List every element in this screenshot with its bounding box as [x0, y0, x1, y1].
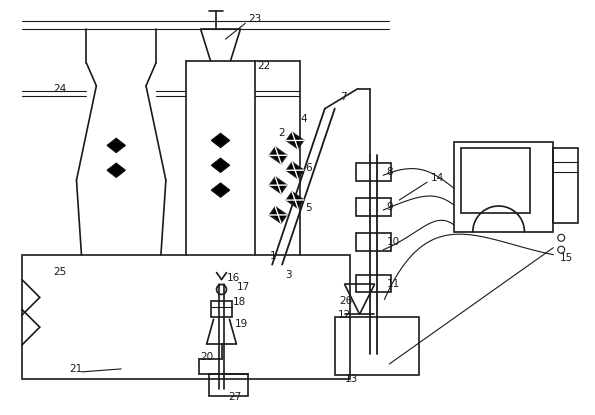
- Bar: [335, 317, 419, 375]
- Polygon shape: [107, 139, 125, 152]
- Text: 14: 14: [431, 173, 444, 183]
- Text: 26: 26: [340, 296, 353, 306]
- Text: 19: 19: [234, 319, 248, 329]
- Text: 5: 5: [305, 203, 312, 213]
- Bar: [356, 198, 392, 216]
- Text: 12: 12: [338, 310, 351, 320]
- Bar: [22, 255, 350, 379]
- Bar: [211, 301, 233, 317]
- FancyBboxPatch shape: [270, 207, 287, 223]
- Text: 8: 8: [386, 167, 393, 177]
- Text: 4: 4: [300, 114, 306, 124]
- Text: 22: 22: [257, 61, 271, 71]
- Bar: [356, 275, 392, 293]
- Bar: [553, 149, 578, 223]
- Bar: [356, 233, 392, 251]
- Text: 10: 10: [386, 237, 399, 247]
- Text: 23: 23: [248, 14, 262, 24]
- Bar: [209, 374, 248, 396]
- Polygon shape: [107, 163, 125, 177]
- Text: 2: 2: [278, 129, 285, 139]
- Text: 3: 3: [285, 270, 292, 280]
- Text: 17: 17: [236, 283, 250, 293]
- Text: 24: 24: [54, 84, 67, 94]
- Text: 7: 7: [340, 92, 346, 102]
- Text: 1: 1: [270, 251, 277, 261]
- Bar: [461, 149, 530, 213]
- Text: 25: 25: [54, 266, 67, 276]
- Text: 16: 16: [227, 273, 240, 283]
- Text: 27: 27: [228, 392, 242, 402]
- Polygon shape: [212, 159, 230, 172]
- Text: 6: 6: [305, 163, 312, 173]
- FancyBboxPatch shape: [270, 147, 287, 164]
- Text: 18: 18: [233, 298, 246, 308]
- FancyBboxPatch shape: [286, 192, 303, 208]
- FancyBboxPatch shape: [270, 177, 287, 193]
- Text: 21: 21: [70, 364, 83, 374]
- Bar: [356, 163, 392, 181]
- Text: 20: 20: [201, 352, 214, 362]
- Text: 11: 11: [386, 279, 400, 290]
- Polygon shape: [212, 134, 230, 147]
- Bar: [454, 142, 553, 232]
- Text: 15: 15: [560, 253, 574, 263]
- Text: 9: 9: [386, 202, 393, 212]
- Text: 13: 13: [345, 374, 358, 384]
- FancyBboxPatch shape: [286, 132, 303, 149]
- FancyBboxPatch shape: [286, 162, 303, 178]
- Polygon shape: [212, 183, 230, 197]
